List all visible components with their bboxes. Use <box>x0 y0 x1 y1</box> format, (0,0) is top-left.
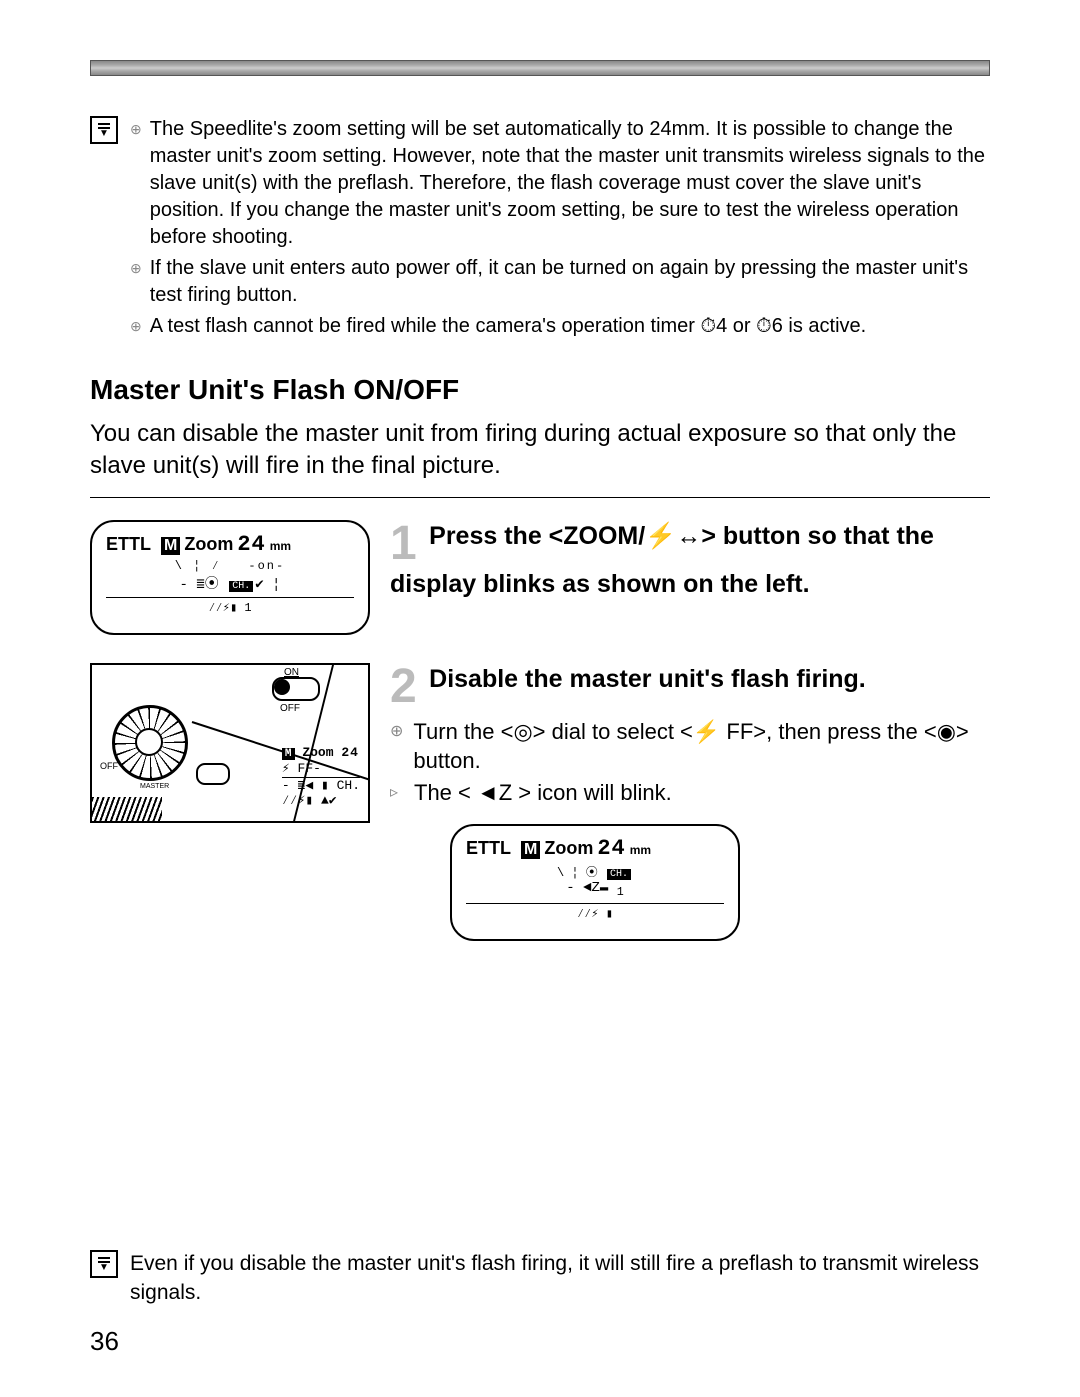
lcd-zoom-unit: mm <box>630 843 651 857</box>
lcd-display-step2: ETTL M Zoom 24mm \ ¦ ⦿ CH. - ◄Z▬ 1 ⁄⁄⚡ ▮ <box>450 824 740 941</box>
lcd-zoom-unit: mm <box>270 539 291 553</box>
step-number: 2 <box>390 663 417 711</box>
note-icon: ▼ <box>90 1250 118 1278</box>
step-number: 1 <box>390 520 417 568</box>
note-icon: ▼ <box>90 116 118 144</box>
off2-label: OFF <box>100 761 118 771</box>
lcd-mode: ETTL <box>106 534 151 555</box>
lcd-mode: ETTL <box>466 838 511 859</box>
power-switch-icon <box>272 677 320 701</box>
note-text: The Speedlite's zoom setting will be set… <box>150 116 990 251</box>
select-dial-center <box>135 728 163 756</box>
lcd-zoom-label: Zoom <box>184 534 233 555</box>
mini-lcd-line: ⁄⁄⚡▮ ▲✔ <box>282 793 360 809</box>
lcd-zoom-value: 24 <box>597 836 625 861</box>
note-bullet: ⊕ If the slave unit enters auto power of… <box>130 255 990 309</box>
note-text: If the slave unit enters auto power off,… <box>150 255 990 309</box>
mini-lcd-line: - ≣◀ ▮ CH. <box>282 777 360 794</box>
off-label: OFF <box>280 703 300 714</box>
step-2-row: ON OFF OFF MASTER M Zoom 24 ⚡ FF- - ≣◀ ▮… <box>90 663 990 941</box>
master-label: MASTER <box>140 783 169 790</box>
top-note-block: ▼ ⊕ The Speedlite's zoom setting will be… <box>90 116 990 344</box>
mini-lcd: M Zoom 24 ⚡ FF- - ≣◀ ▮ CH. ⁄⁄⚡▮ ▲✔ <box>282 745 360 809</box>
hatch-pattern <box>92 797 162 821</box>
section-heading: Master Unit's Flash ON/OFF <box>90 374 990 406</box>
note-text: A test flash cannot be fired while the c… <box>150 313 866 340</box>
step-sub-bullet: ⊕ Turn the <◎> dial to select <⚡ FF>, th… <box>390 717 990 776</box>
step-1-row: ETTL M Zoom 24mm \ ¦ ⁄ -on- - ≣⦿ CH.✔ ¦ … <box>90 520 990 635</box>
lcd-zoom-label: Zoom <box>544 838 593 859</box>
note-bullet: ⊕ A test flash cannot be fired while the… <box>130 313 990 340</box>
page-number: 36 <box>90 1326 119 1357</box>
slave-knob-icon <box>196 763 230 785</box>
footer-note: ▼ Even if you disable the master unit's … <box>90 1250 990 1307</box>
top-note-content: ⊕ The Speedlite's zoom setting will be s… <box>130 116 990 344</box>
lcd-zoom-value: 24 <box>237 532 265 557</box>
mini-lcd-line: ⚡ FF- <box>282 761 360 777</box>
sub-bullet-text: Turn the <◎> dial to select <⚡ FF>, then… <box>413 717 990 776</box>
note-bullet: ⊕ The Speedlite's zoom setting will be s… <box>130 116 990 251</box>
lcd-m-badge: M <box>161 537 180 555</box>
lcd-on: -on- <box>248 559 285 573</box>
manual-page: ▼ ⊕ The Speedlite's zoom setting will be… <box>0 0 1080 1397</box>
device-illustration: ON OFF OFF MASTER M Zoom 24 ⚡ FF- - ≣◀ ▮… <box>90 663 370 823</box>
divider <box>90 497 990 498</box>
lcd-line3: ⁄⁄⚡ ▮ <box>466 906 724 921</box>
top-gradient-bar <box>90 60 990 76</box>
lcd-display-step1: ETTL M Zoom 24mm \ ¦ ⁄ -on- - ≣⦿ CH.✔ ¦ … <box>90 520 370 635</box>
sub-bullet-text: The < ◄Z > icon will blink. <box>414 778 672 808</box>
lcd-m-badge: M <box>521 841 540 859</box>
step-1-text: 1 Press the <ZOOM/⚡↔> button so that the… <box>390 520 990 601</box>
step-sub-bullet: ▹ The < ◄Z > icon will blink. <box>390 778 990 808</box>
section-intro: You can disable the master unit from fir… <box>90 418 990 483</box>
step-2-text: 2 Disable the master unit's flash firing… <box>390 663 990 941</box>
step-title: Disable the master unit's flash firing. <box>429 665 866 693</box>
step-title: Press the <ZOOM/⚡↔> button so that the d… <box>390 522 934 598</box>
lcd-line3: ⁄⁄⚡▮ 1 <box>106 600 354 615</box>
footer-note-text: Even if you disable the master unit's fl… <box>130 1250 990 1307</box>
